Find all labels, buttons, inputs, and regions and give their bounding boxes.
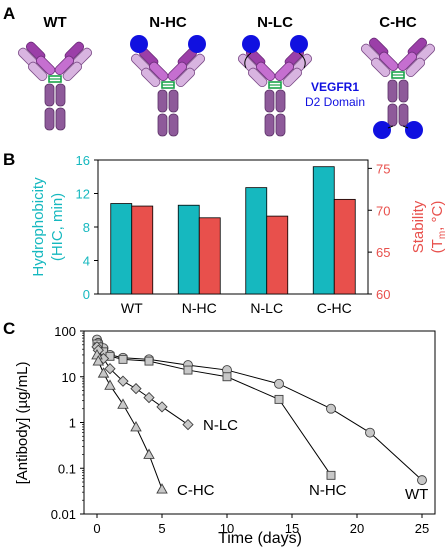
panel-label-a: A [3,4,15,23]
antibody-c-hc: C-HC [358,14,438,139]
data-point-n-hc [222,372,232,382]
legend-d2-domain: D2 Domain [305,95,365,109]
y-tick-label: 0.1 [58,461,76,476]
antibody-n-lc: N-LC [235,14,315,137]
series-label-wt: WT [405,486,428,503]
data-point-n-hc [274,394,284,404]
vegfr1-domain-icon [373,121,391,139]
data-point-n-lc [117,375,129,387]
x-tick-label: WT [121,300,143,316]
x-tick-label: 20 [350,521,364,536]
left-axis-label-line1: Hydrophobicity [30,177,47,277]
x-tick-label: N-HC [182,300,217,316]
left-tick-label: 8 [83,220,90,235]
legend-vegfr1: VEGFR1 [311,80,359,94]
series-line-n-hc [96,343,332,476]
y-tick-label: 100 [54,324,76,339]
data-point-n-lc [143,391,155,404]
series-label-n-lc: N-LC [203,417,238,434]
antibody-wt: WT [15,14,95,131]
x-tick-label: 0 [93,521,100,536]
x-tick-label: 5 [158,521,165,536]
x-tick-label: 25 [415,521,429,536]
y-axis-label: [Antibody] (µg/mL) [14,362,31,485]
data-point-n-lc [156,401,168,413]
x-tick-label: 15 [285,521,299,536]
left-tick-label: 0 [83,287,90,302]
vegfr1-domain-icon [242,35,260,53]
left-tick-label: 12 [76,187,90,202]
data-point-c-hc [130,421,142,432]
panel-label-b: B [3,150,15,169]
right-tick-label: 70 [376,203,390,218]
data-point-n-lc [130,382,142,395]
antibody-label-n-lc: N-LC [257,14,293,31]
data-point-wt [326,403,336,414]
data-point-c-hc [143,448,155,459]
right-axis-label-line2: (Tm, °C) [429,201,448,254]
data-point-c-hc [97,367,110,378]
x-tick-label: N-LC [250,300,283,316]
vegfr1-domain-icon [188,35,206,53]
y-tick-label: 10 [62,370,76,385]
vegfr1-domain-icon [405,121,423,139]
vegfr1-domain-icon [130,35,148,53]
panel-label-c: C [3,319,15,338]
right-axis-label-line1: Stability [410,200,427,253]
data-point-c-hc [117,398,129,409]
bar-stability-n-hc [198,217,221,295]
left-tick-label: 4 [83,254,90,269]
series-label-c-hc: C-HC [177,482,215,499]
bar-stability-n-lc [266,215,289,295]
right-tick-label: 65 [376,245,390,260]
x-tick-label: 10 [220,521,234,536]
data-point-n-hc [144,356,154,366]
bar-stability-wt [131,205,154,295]
y-tick-label: 0.01 [51,507,76,522]
right-tick-label: 60 [376,287,390,302]
data-point-n-hc [326,470,336,480]
data-point-c-hc [92,355,105,366]
antibody-label-c-hc: C-HC [379,14,417,31]
bar-stability-c-hc [333,198,356,295]
x-tick-label: C-HC [317,300,352,316]
data-point-n-hc [118,354,128,364]
bar-hydrophobicity-c-hc [312,166,335,295]
series-label-n-hc: N-HC [309,482,347,499]
data-point-n-lc [104,363,116,375]
data-point-n-hc [183,365,193,375]
x-axis-label: Time (days) [218,530,302,547]
y-tick-label: 1 [69,416,76,431]
data-point-wt [417,475,427,486]
data-point-c-hc [156,483,168,494]
left-tick-label: 16 [76,153,90,168]
right-tick-label: 75 [376,161,390,176]
bar-hydrophobicity-wt [110,203,133,295]
left-axis-label-line2: (HIC, min) [49,193,66,261]
data-point-c-hc [104,379,116,390]
data-point-wt [365,427,375,438]
bar-hydrophobicity-n-lc [245,187,268,295]
vegfr1-domain-icon [290,35,308,53]
panel-b-chart: 0 4 8 12 16 60 65 70 75 WT N-HC N-LC C-HC Hydropho… [30,153,448,316]
data-point-wt [274,378,284,389]
panel-c-chart: 0 5 10 15 20 25 0.01 0.1 1 10 100 Time (days) [Ant… [14,324,436,547]
antibody-label-n-hc: N-HC [149,14,187,31]
antibody-n-hc: N-HC [128,14,208,137]
bar-hydrophobicity-n-hc [177,204,200,295]
data-point-n-lc [182,418,194,431]
antibody-label-wt: WT [43,14,66,31]
